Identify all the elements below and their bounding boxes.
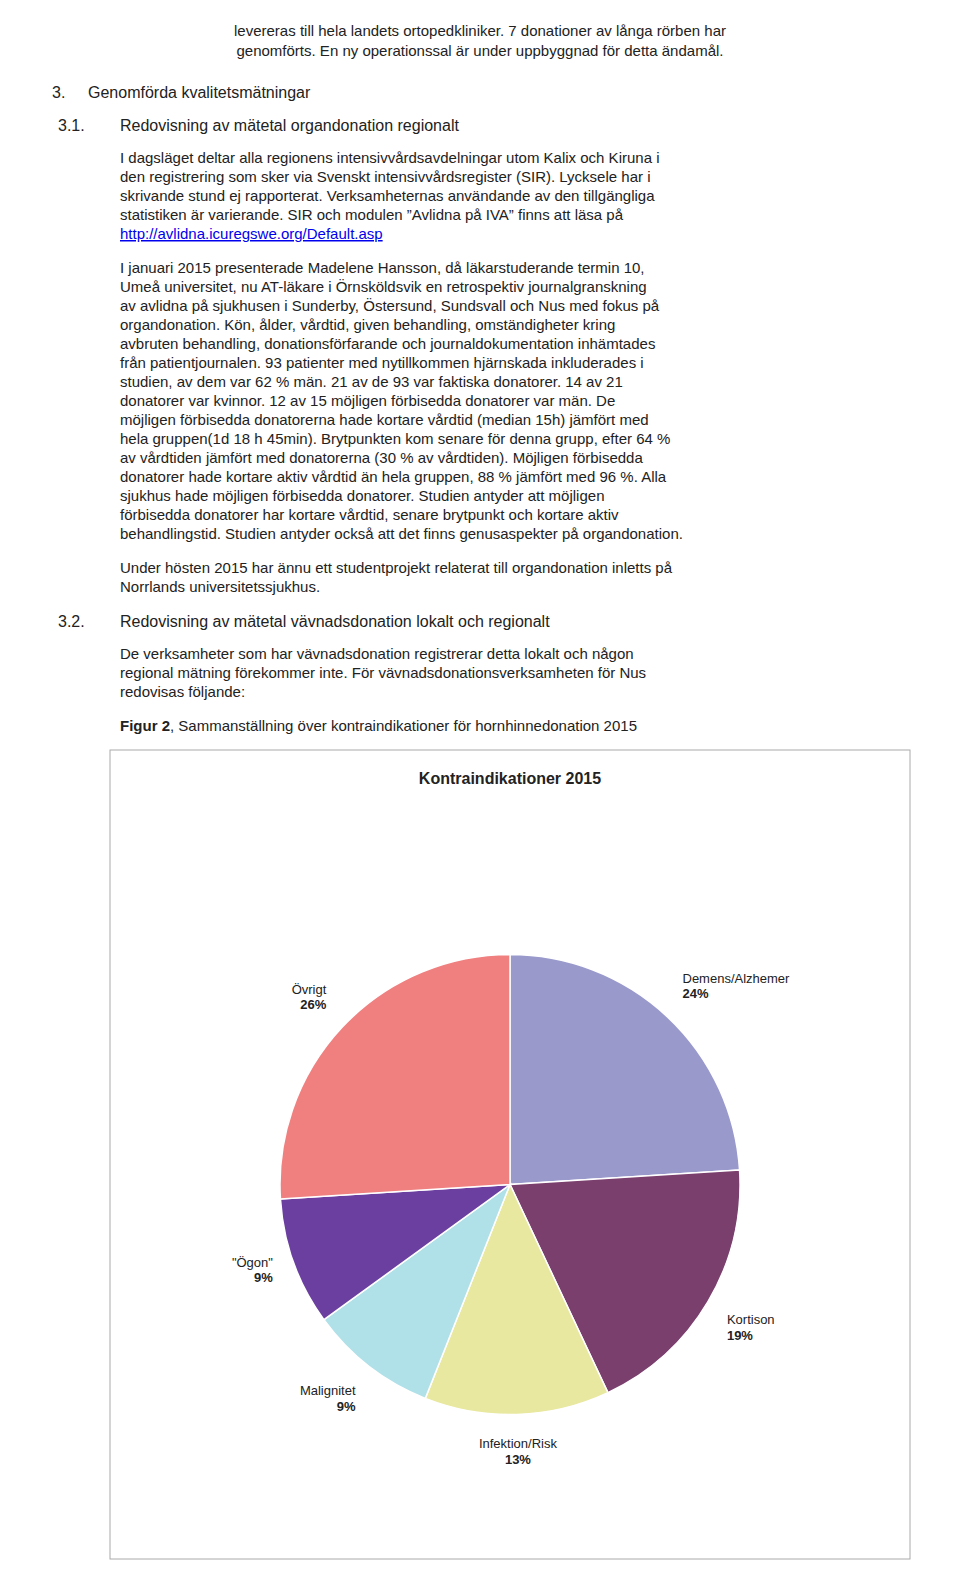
slice-value-label: 9%	[254, 1270, 273, 1285]
slice-value-label: 13%	[505, 1452, 531, 1467]
paragraph-line: skrivande stund ej rapporterat. Verksamh…	[120, 187, 655, 204]
slice-label: Malignitet9%	[300, 1383, 356, 1414]
page: levereras till hela landets ortopedklini…	[0, 0, 960, 1584]
figure-caption-text: , Sammanställning över kontraindikatione…	[170, 717, 637, 734]
paragraph-line: av vårdtiden jämfört med donatorerna (30…	[120, 449, 643, 466]
slice-value-label: 9%	[337, 1399, 356, 1414]
paragraph-line: den registrering som sker via Svenskt in…	[120, 168, 650, 185]
paragraph-line: sjukhus hade möjligen förbisedda donator…	[120, 487, 604, 504]
slice-category: Infektion/Risk	[479, 1436, 558, 1451]
pie-slice	[280, 955, 510, 1199]
slice-label: Infektion/Risk13%	[479, 1436, 558, 1467]
slice-category: "Ögon"	[232, 1255, 273, 1270]
paragraph-line: förbisedda donatorer har kortare vårdtid…	[120, 506, 619, 523]
figure-box: Kontraindikationer 2015 Demens/Alzhemer24…	[110, 750, 910, 1559]
paragraph-line: Norrlands universitetssjukhus.	[120, 578, 320, 595]
header-line: levereras till hela landets ortopedklini…	[234, 22, 726, 39]
slice-category: Övrigt	[292, 982, 327, 997]
section-number: 3.1.	[58, 117, 85, 134]
paragraph-line: statistiken är varierande. SIR och modul…	[120, 206, 624, 223]
paragraph-line: möjligen förbisedda donatorerna hade kor…	[120, 411, 649, 428]
paragraph-line: av avlidna på sjukhusen i Sunderby, Öste…	[120, 297, 660, 314]
section-number: 3.2.	[58, 613, 85, 630]
figure-caption: Figur 2, Sammanställning över kontraindi…	[120, 717, 637, 734]
paragraph-line: donatorer hade kortare aktiv vårdtid än …	[120, 468, 667, 485]
paragraph-line: regional mätning förekommer inte. För vä…	[120, 664, 646, 681]
slice-label: "Ögon"9%	[232, 1255, 273, 1286]
pie: Demens/Alzhemer24% Kortison19% Infektion/R…	[232, 955, 790, 1467]
slice-label: Demens/Alzhemer24%	[683, 971, 791, 1002]
paragraph-line: I dagsläget deltar alla regionens intens…	[120, 149, 659, 166]
paragraph-line: I januari 2015 presenterade Madelene Han…	[120, 259, 645, 276]
paragraph-line: redovisas följande:	[120, 683, 245, 700]
slice-category: Demens/Alzhemer	[683, 971, 791, 986]
page-background	[0, 0, 960, 1584]
document-text: levereras till hela landets ortopedklini…	[52, 22, 726, 734]
chapter-number: 3.	[52, 84, 65, 101]
chapter-title: Genomförda kvalitetsmätningar	[88, 84, 311, 101]
slice-category: Kortison	[727, 1312, 775, 1327]
paragraph-line: avbruten behandling, donationsförfarande…	[120, 335, 655, 352]
figure-caption-label: Figur 2	[120, 717, 170, 734]
pie-slice	[280, 1185, 510, 1320]
slice-label: Kortison19%	[727, 1312, 775, 1343]
slice-label: Övrigt26%	[292, 982, 327, 1013]
paragraph-line: hela gruppen(1d 18 h 45min). Brytpunkten…	[120, 430, 670, 447]
paragraph-line: från patientjournalen. 93 patienter med …	[120, 354, 644, 371]
slice-value-label: 24%	[683, 986, 709, 1001]
chart-title: Kontraindikationer 2015	[419, 770, 601, 787]
paragraph-line: Under hösten 2015 har ännu ett studentpr…	[120, 559, 673, 576]
paragraph-line: studien, av dem var 62 % män. 21 av de 9…	[120, 373, 623, 390]
pie-slice	[510, 955, 740, 1185]
slice-value-label: 26%	[300, 997, 326, 1012]
paragraph-line: De verksamheter som har vävnadsdonation …	[120, 645, 634, 662]
paragraph-link: http://avlidna.icuregswe.org/Default.asp	[120, 225, 383, 242]
paragraph-line: organdonation. Kön, ålder, vårdtid, give…	[120, 316, 615, 333]
paragraph-line: Umeå universitet, nu AT-läkare i Örnsköl…	[120, 278, 647, 295]
header-line: genomförts. En ny operationssal är under…	[237, 42, 724, 59]
paragraph-line: donatorer var kvinnor. 12 av 15 möjligen…	[120, 392, 615, 409]
slice-value-label: 19%	[727, 1328, 753, 1343]
section-title: Redovisning av mätetal organdonation reg…	[120, 117, 459, 134]
slice-category: Malignitet	[300, 1383, 356, 1398]
paragraph-line: behandlingstid. Studien antyder också at…	[120, 525, 683, 542]
figure-frame	[110, 750, 910, 1559]
section-title: Redovisning av mätetal vävnadsdonation l…	[120, 613, 550, 630]
